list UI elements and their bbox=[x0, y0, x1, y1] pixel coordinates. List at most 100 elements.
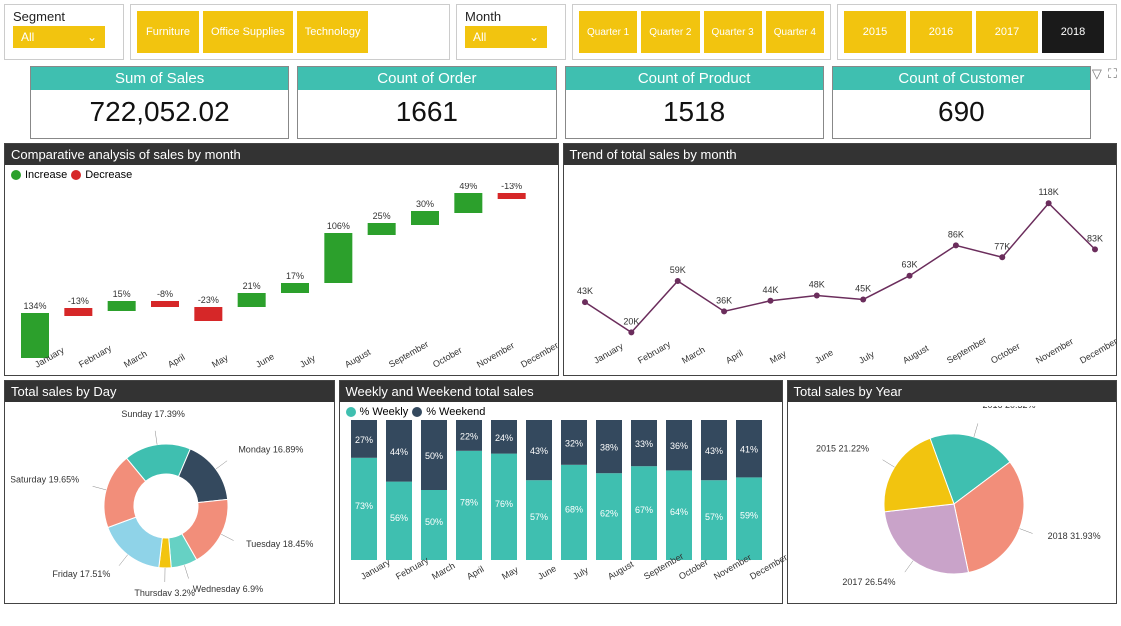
svg-text:38%: 38% bbox=[599, 443, 617, 453]
svg-text:77K: 77K bbox=[994, 241, 1010, 251]
svg-text:21%: 21% bbox=[243, 281, 261, 291]
svg-text:106%: 106% bbox=[327, 221, 350, 231]
charts-row-1: Comparative analysis of sales by month I… bbox=[0, 143, 1121, 376]
legend-increase: Increase bbox=[25, 169, 67, 181]
svg-text:56%: 56% bbox=[389, 513, 407, 523]
svg-text:68%: 68% bbox=[564, 504, 582, 514]
kpi-order-value: 1661 bbox=[298, 90, 555, 138]
stacked-title: Weekly and Weekend total sales bbox=[340, 381, 782, 402]
pill-furniture[interactable]: Furniture bbox=[137, 11, 199, 53]
kpi-product-title: Count of Product bbox=[566, 67, 823, 90]
waterfall-legend: Increase Decrease bbox=[11, 169, 552, 181]
waterfall-xlabels: JanuaryFebruaryMarchAprilMayJuneJulyAugu… bbox=[11, 361, 552, 371]
svg-text:48K: 48K bbox=[808, 280, 824, 290]
svg-text:Friday 17.51%: Friday 17.51% bbox=[52, 569, 110, 579]
pill-2015[interactable]: 2015 bbox=[844, 11, 906, 53]
filter-icon[interactable]: ▽ bbox=[1092, 66, 1102, 82]
svg-text:15%: 15% bbox=[113, 289, 131, 299]
svg-text:36%: 36% bbox=[669, 441, 687, 451]
svg-text:50%: 50% bbox=[424, 517, 442, 527]
svg-text:-23%: -23% bbox=[198, 295, 219, 305]
month-value: All bbox=[473, 30, 486, 44]
donut-title: Total sales by Day bbox=[5, 381, 334, 402]
weekend-swatch bbox=[412, 407, 422, 417]
svg-text:2018 31.93%: 2018 31.93% bbox=[1047, 531, 1100, 541]
svg-text:25%: 25% bbox=[373, 211, 391, 221]
svg-text:20K: 20K bbox=[623, 316, 639, 326]
pill-office-supplies[interactable]: Office Supplies bbox=[203, 11, 293, 53]
pill-2016[interactable]: 2016 bbox=[910, 11, 972, 53]
kpi-customer-title: Count of Customer bbox=[833, 67, 1090, 90]
charts-row-2: Total sales by Day Sunday 17.39% Monday 1… bbox=[0, 376, 1121, 608]
segment-label: Segment bbox=[13, 9, 115, 24]
focus-icon[interactable]: ⛶ bbox=[1108, 66, 1117, 82]
stacked-xlabels: JanuaryFebruaryMarchAprilMayJuneJulyAugu… bbox=[346, 573, 776, 583]
svg-text:43%: 43% bbox=[529, 446, 547, 456]
waterfall-panel: Comparative analysis of sales by month I… bbox=[4, 143, 559, 376]
svg-text:22%: 22% bbox=[459, 431, 477, 441]
pill-q3[interactable]: Quarter 3 bbox=[704, 11, 762, 53]
kpi-product-value: 1518 bbox=[566, 90, 823, 138]
svg-text:Wednesday 6.9%: Wednesday 6.9% bbox=[193, 584, 263, 594]
svg-text:41%: 41% bbox=[739, 445, 757, 455]
month-label: Month bbox=[465, 9, 557, 24]
pill-technology[interactable]: Technology bbox=[297, 11, 369, 53]
weekly-swatch bbox=[346, 407, 356, 417]
kpi-customer: Count of Customer 690 bbox=[832, 66, 1091, 139]
svg-text:44K: 44K bbox=[762, 285, 778, 295]
legend-weekly: % Weekly bbox=[360, 406, 409, 418]
svg-text:57%: 57% bbox=[529, 512, 547, 522]
pill-2017[interactable]: 2017 bbox=[976, 11, 1038, 53]
svg-text:Saturday 19.65%: Saturday 19.65% bbox=[11, 475, 79, 485]
svg-text:Sunday 17.39%: Sunday 17.39% bbox=[121, 409, 185, 419]
svg-text:Monday 16.89%: Monday 16.89% bbox=[238, 444, 303, 454]
svg-text:36K: 36K bbox=[716, 295, 732, 305]
kpi-row: ▽ ⛶ Sum of Sales 722,052.02 Count of Ord… bbox=[0, 64, 1121, 143]
pie-panel: Total sales by Year 2016 20.32% 2018 31.9… bbox=[787, 380, 1118, 604]
svg-text:63K: 63K bbox=[901, 260, 917, 270]
svg-text:134%: 134% bbox=[23, 301, 46, 311]
trend-xlabels: JanuaryFebruaryMarchAprilMayJuneJulyAugu… bbox=[570, 357, 1111, 367]
trend-title: Trend of total sales by month bbox=[564, 144, 1117, 165]
svg-text:27%: 27% bbox=[354, 435, 372, 445]
pill-q2[interactable]: Quarter 2 bbox=[641, 11, 699, 53]
kpi-customer-value: 690 bbox=[833, 90, 1090, 138]
pill-2018[interactable]: 2018 bbox=[1042, 11, 1104, 53]
category-pills: Furniture Office Supplies Technology bbox=[130, 4, 450, 60]
svg-text:33%: 33% bbox=[634, 439, 652, 449]
increase-swatch bbox=[11, 170, 21, 180]
svg-text:50%: 50% bbox=[424, 451, 442, 461]
pill-q1[interactable]: Quarter 1 bbox=[579, 11, 637, 53]
filter-bar: Segment All ⌄ Furniture Office Supplies … bbox=[0, 0, 1121, 64]
stacked-chart: 73%27%56%44%50%50%78%22%76%24%57%43%68%3… bbox=[346, 420, 776, 570]
waterfall-chart: 134%-13%15%-8%-23%21%17%106%25%30%49%-13… bbox=[11, 183, 551, 358]
year-pills: 2015 2016 2017 2018 bbox=[837, 4, 1117, 60]
svg-text:86K: 86K bbox=[947, 229, 963, 239]
svg-text:62%: 62% bbox=[599, 509, 617, 519]
svg-text:76%: 76% bbox=[494, 499, 512, 509]
month-dropdown[interactable]: All ⌄ bbox=[465, 26, 547, 48]
svg-text:73%: 73% bbox=[354, 501, 372, 511]
svg-text:Thursday 3.2%: Thursday 3.2% bbox=[134, 588, 195, 596]
kpi-order: Count of Order 1661 bbox=[297, 66, 556, 139]
svg-text:-13%: -13% bbox=[501, 183, 522, 191]
kpi-sales-title: Sum of Sales bbox=[31, 67, 288, 90]
decrease-swatch bbox=[71, 170, 81, 180]
kpi-order-title: Count of Order bbox=[298, 67, 555, 90]
svg-text:2015 21.22%: 2015 21.22% bbox=[815, 443, 868, 453]
svg-text:59%: 59% bbox=[739, 511, 757, 521]
kpi-product: Count of Product 1518 bbox=[565, 66, 824, 139]
segment-dropdown[interactable]: All ⌄ bbox=[13, 26, 105, 48]
donut-panel: Total sales by Day Sunday 17.39% Monday 1… bbox=[4, 380, 335, 604]
month-slicer: Month All ⌄ bbox=[456, 4, 566, 60]
pill-q4[interactable]: Quarter 4 bbox=[766, 11, 824, 53]
pie-chart: 2016 20.32%2018 31.93%2017 26.54%2015 21… bbox=[794, 406, 1114, 596]
segment-value: All bbox=[21, 30, 34, 44]
svg-text:-8%: -8% bbox=[157, 289, 173, 299]
svg-text:2016 20.32%: 2016 20.32% bbox=[982, 406, 1035, 410]
svg-text:78%: 78% bbox=[459, 497, 477, 507]
trend-chart: 43K20K59K36K44K48K45K63K86K77K118K83K bbox=[570, 169, 1110, 354]
kpi-sales: Sum of Sales 722,052.02 bbox=[30, 66, 289, 139]
pie-title: Total sales by Year bbox=[788, 381, 1117, 402]
svg-text:44%: 44% bbox=[389, 447, 407, 457]
